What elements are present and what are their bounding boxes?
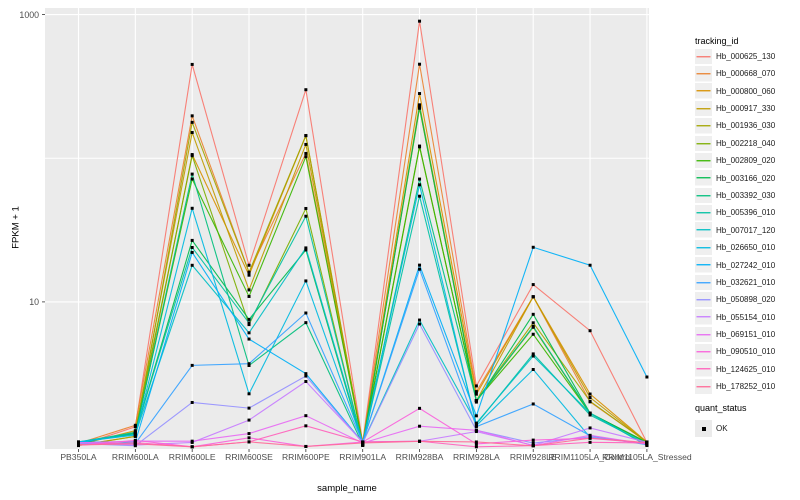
svg-text:RRIM928LA: RRIM928LA xyxy=(453,452,500,462)
svg-text:RRIM928BA: RRIM928BA xyxy=(396,452,444,462)
svg-text:RRIM600PE: RRIM600PE xyxy=(282,452,330,462)
svg-text:RRIM901LA: RRIM901LA xyxy=(339,452,386,462)
svg-text:RRIM600LA: RRIM600LA xyxy=(112,452,159,462)
svg-text:RRIM600LE: RRIM600LE xyxy=(169,452,216,462)
svg-text:10: 10 xyxy=(29,297,39,307)
svg-text:RRIM600SE: RRIM600SE xyxy=(225,452,273,462)
svg-text:1000: 1000 xyxy=(19,10,39,20)
svg-text:PB350LA: PB350LA xyxy=(60,452,97,462)
